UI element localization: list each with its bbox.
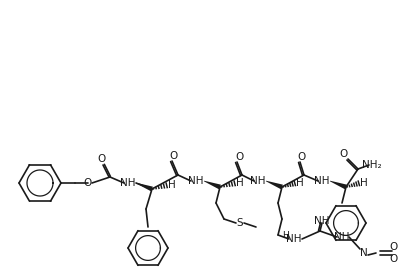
Text: NH₂: NH₂ — [362, 160, 382, 170]
Text: NH: NH — [188, 176, 204, 186]
Text: O: O — [97, 154, 105, 164]
Polygon shape — [330, 181, 347, 189]
Polygon shape — [136, 183, 153, 191]
Text: NH: NH — [250, 176, 266, 186]
Text: H: H — [360, 178, 368, 188]
Text: O: O — [390, 254, 398, 264]
Text: O: O — [390, 242, 398, 252]
Text: O: O — [340, 149, 348, 159]
Text: H: H — [168, 180, 176, 190]
Text: NH: NH — [334, 232, 350, 242]
Text: H: H — [236, 178, 244, 188]
Text: NH: NH — [286, 234, 302, 244]
Text: H: H — [296, 178, 304, 188]
Text: O: O — [235, 152, 243, 162]
Polygon shape — [204, 181, 221, 189]
Text: N: N — [360, 248, 368, 258]
Text: NH: NH — [120, 178, 136, 188]
Text: NH: NH — [314, 176, 330, 186]
Text: NH: NH — [314, 216, 330, 226]
Text: O: O — [84, 178, 92, 188]
Text: S: S — [237, 218, 243, 228]
Text: H: H — [282, 230, 290, 239]
Polygon shape — [266, 181, 283, 189]
Text: O: O — [170, 151, 178, 161]
Text: O: O — [298, 152, 306, 162]
